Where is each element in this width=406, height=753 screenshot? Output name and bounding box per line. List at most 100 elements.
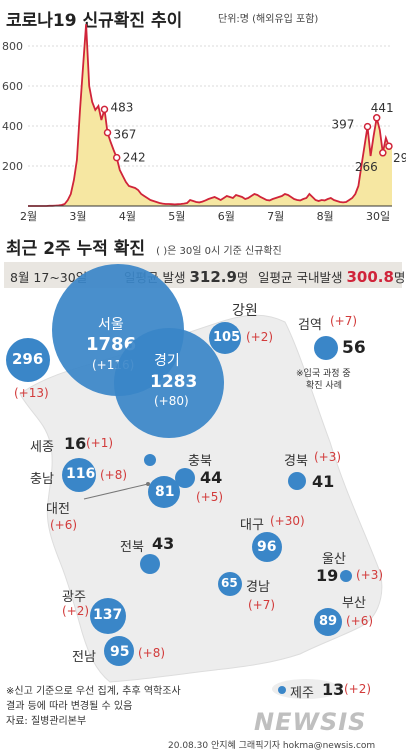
annotation-label: 242 [123, 151, 146, 165]
incheon-inc: (+13) [14, 386, 49, 400]
peninsula-shape [19, 314, 383, 683]
daegu-circle [252, 532, 282, 562]
quarantine-circle [314, 336, 338, 360]
period-label: 8월 17~30일 [10, 270, 88, 285]
daejeon-name: 대전 [46, 502, 70, 517]
x-tick-label: 4월 [119, 210, 136, 222]
daejeon-inc: (+6) [50, 518, 78, 532]
busan-total: 89 [319, 614, 338, 629]
y-tick-label: 200 [2, 160, 23, 173]
gwangju-total: 137 [93, 607, 123, 623]
chungbuk-circle [175, 468, 195, 488]
ulsan-name: 울산 [322, 552, 346, 567]
sejong-name: 세종 [30, 440, 54, 455]
quarantine-name: 검역 [298, 318, 322, 333]
jeju-name: 제주 [290, 686, 314, 701]
chungbuk-name: 충북 [188, 454, 212, 469]
chungbuk-total: 44 [200, 468, 223, 487]
chungnam-name: 충남 [30, 472, 54, 487]
gangwon-name: 강원 [232, 303, 258, 319]
gangwon-total: 105 [213, 330, 241, 345]
gyeonggi-name: 경기 [154, 353, 180, 369]
sejong-circle [144, 454, 156, 466]
jeonbuk-name: 전북 [120, 540, 144, 555]
daejeon-leader-line [83, 483, 149, 500]
gyeongnam-circle [218, 572, 242, 596]
chart-title: 코로나19 신규확진 추이 [6, 11, 183, 31]
sejong-total: 16 [64, 434, 87, 453]
gyeongbuk-circle [288, 472, 306, 490]
y-tick-label: 600 [2, 80, 23, 93]
jeonnam-total: 95 [110, 644, 130, 660]
chungnam-circle [62, 458, 96, 492]
x-tick-label: 3월 [69, 210, 86, 222]
x-tick-label: 30일 [366, 209, 390, 222]
annotation-label: 367 [114, 128, 137, 142]
gyeongnam-inc: (+7) [248, 598, 276, 612]
jeonnam-inc: (+8) [138, 646, 166, 660]
gyeonggi-circle [114, 328, 224, 438]
gwangju-name: 광주 [62, 590, 86, 605]
daegu-inc: (+30) [270, 514, 305, 528]
sejong-inc: (+1) [86, 436, 114, 450]
avg-unit: 명 [236, 270, 249, 285]
dom-label: 일평균 국내발생 300.8명 [258, 267, 405, 286]
gwangju-inc: (+2) [62, 604, 90, 618]
annotation-marker [385, 142, 393, 150]
jeonbuk-total: 43 [152, 534, 175, 553]
annotation-marker [372, 114, 381, 122]
footnote-1: ※신고 기준으로 우선 집계, 추후 역학조사 [6, 686, 181, 697]
quarantine-note-1: ※입국 과정 중 [296, 369, 351, 379]
chungnam-inc: (+8) [100, 468, 128, 482]
gyeongbuk-name: 경북 [284, 454, 308, 469]
daegu-total: 96 [257, 539, 277, 555]
annotation-marker [103, 128, 112, 137]
ulsan-inc: (+3) [356, 568, 384, 582]
footnote-2: 결과 등에 따라 변경될 수 있음 [6, 701, 133, 712]
summary-heading-row: 최근 2주 누적 확진 ( )은 30일 0시 기준 신규확진 [6, 234, 282, 259]
gyeonggi-inc: (+80) [154, 394, 189, 408]
gwangju-circle [90, 598, 126, 634]
busan-name: 부산 [342, 596, 366, 611]
seoul-name: 서울 [98, 317, 124, 333]
annotation-marker [379, 149, 387, 157]
region-map: 서울 1786 (+116) 경기 1283 (+80) 인천 296 (+13… [0, 264, 406, 712]
unit-note: 단위:명 (해외유입 포함) [218, 14, 319, 25]
trend-chart: 200 400 600 800 2월 3월 4월 5월 6월 7월 8월 30일 483 367 242 39… [2, 24, 406, 222]
busan-inc: (+6) [346, 614, 374, 628]
gyeongnam-total: 65 [221, 576, 238, 590]
daejeon-circle [148, 476, 180, 508]
annotation-label: 397 [332, 118, 355, 132]
busan-circle [314, 608, 342, 636]
gyeongbuk-inc: (+3) [314, 450, 342, 464]
jeju-total: 13 [322, 680, 345, 699]
quarantine-total: 56 [342, 338, 366, 358]
gyeongbuk-total: 41 [312, 472, 335, 491]
incheon-circle [6, 338, 50, 382]
newsis-logo: NEWSIS [254, 708, 367, 736]
quarantine-inc: (+7) [330, 314, 358, 328]
x-tick-label: 6월 [218, 210, 235, 222]
annotation-marker [363, 122, 372, 131]
x-tick-label: 2월 [20, 210, 37, 222]
gyeonggi-total: 1283 [150, 372, 198, 392]
jeju-circle [278, 686, 286, 694]
incheon-total: 296 [12, 350, 44, 368]
annotation-label: 483 [110, 100, 133, 114]
daegu-name: 대구 [240, 518, 264, 533]
korea-map-shape [19, 314, 383, 699]
ulsan-total: 19 [316, 566, 339, 585]
chungnam-total: 116 [66, 466, 96, 482]
series-line [28, 24, 392, 207]
x-tick-label: 8월 [317, 210, 334, 222]
dom-unit: 명 [393, 270, 406, 285]
annotation-label: 299 [393, 151, 406, 165]
credit-line: 20.08.30 안지혜 그래픽기자 hokma@newsis.com [168, 741, 376, 751]
jeonbuk-circle [140, 554, 160, 574]
avg-value: 312.9 [189, 268, 237, 286]
daejeon-total: 81 [155, 484, 175, 500]
x-tick-label: 7월 [267, 210, 284, 222]
ulsan-circle [340, 570, 352, 582]
gangwon-inc: (+2) [246, 330, 274, 344]
summary-band: 8월 17~30일 일평균 발생 312.9명 일평균 국내발생 300.8명 [4, 262, 405, 288]
